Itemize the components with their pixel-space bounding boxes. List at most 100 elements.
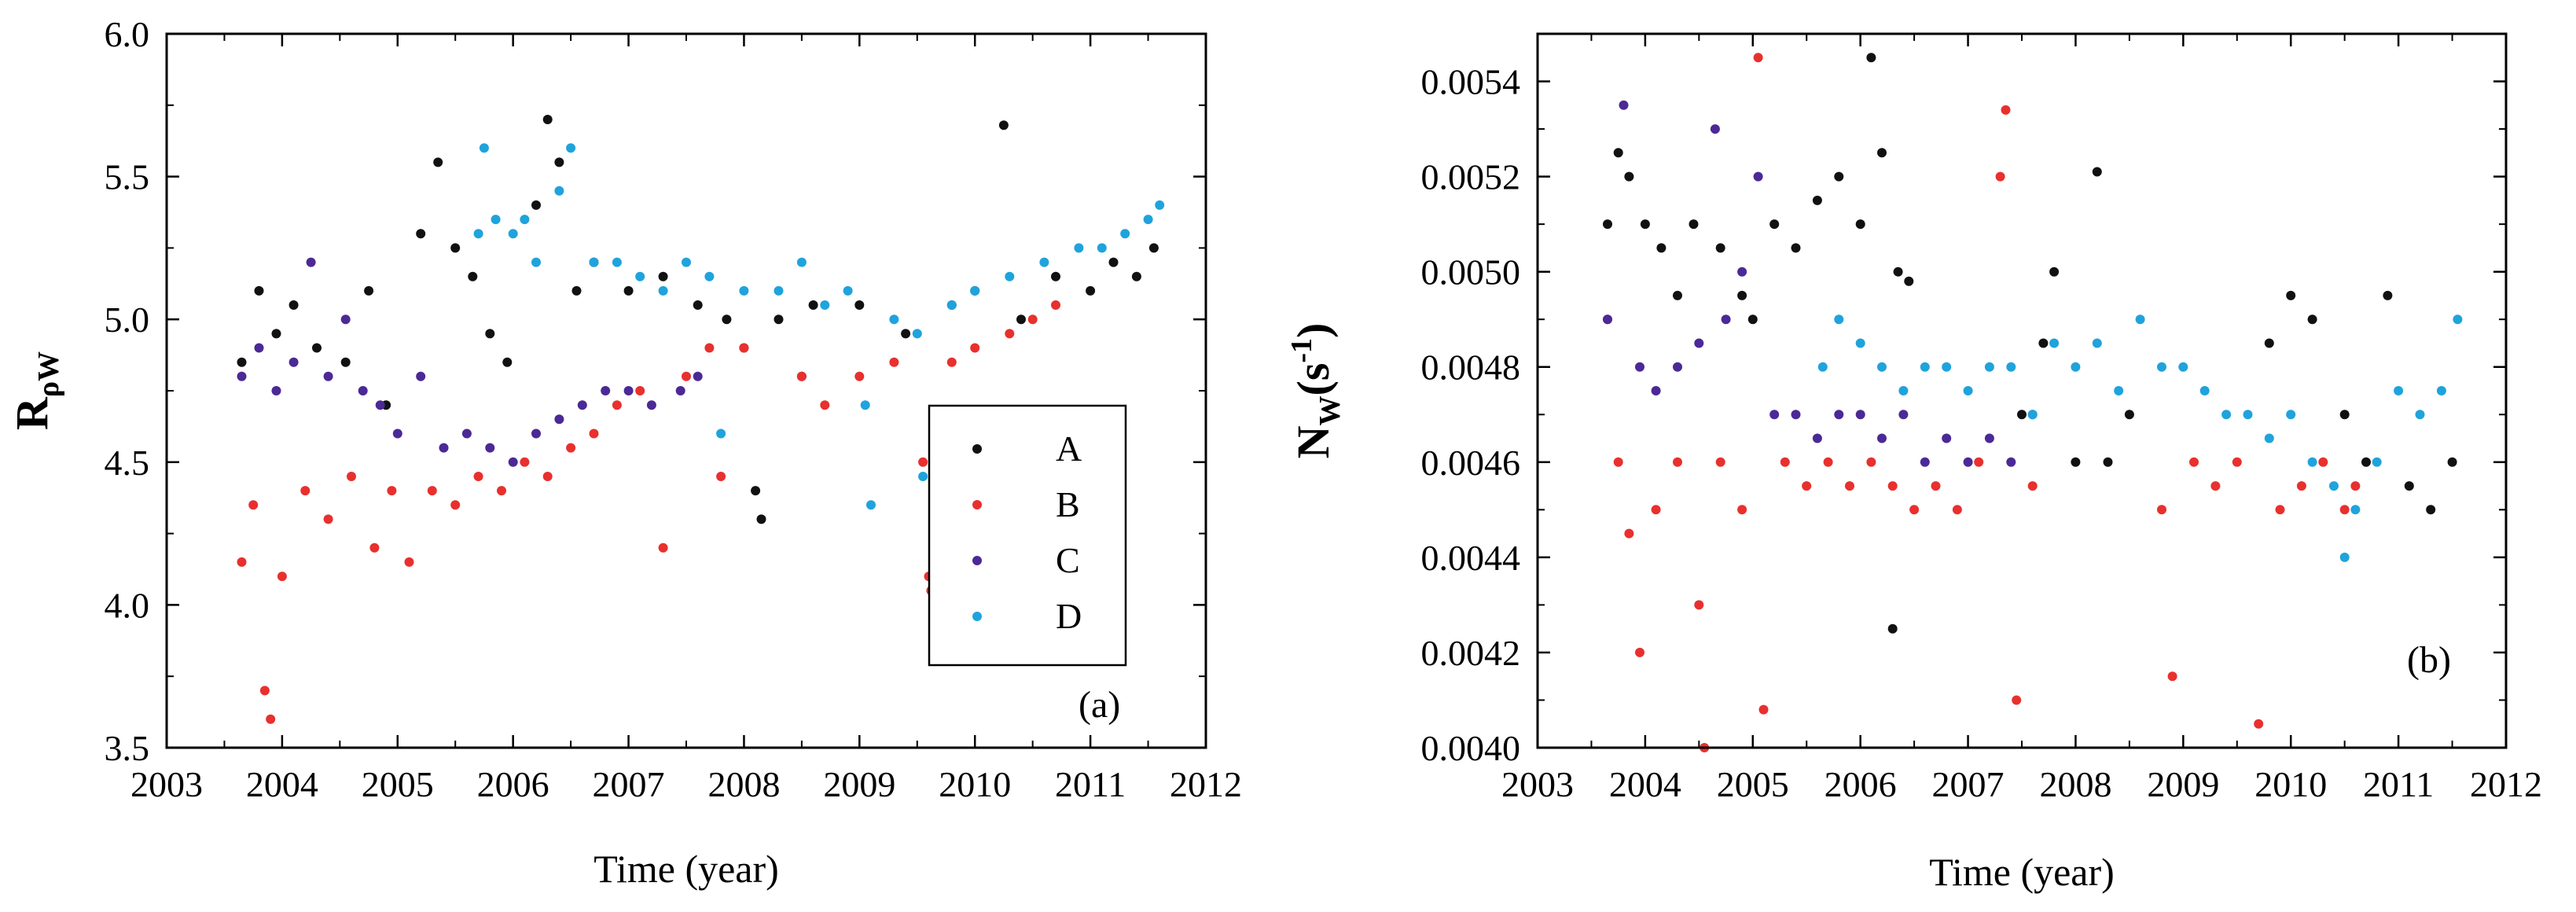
panel-a-ylabel-sub: ρW — [32, 351, 65, 397]
point-series-a — [2447, 457, 2457, 467]
point-series-a — [1866, 53, 1876, 63]
point-series-a — [2038, 338, 2049, 348]
x-tick-label: 2012 — [2470, 764, 2542, 804]
point-series-d — [866, 500, 876, 510]
point-series-a — [1148, 243, 1159, 253]
point-series-d — [508, 229, 518, 239]
point-series-d — [589, 257, 599, 267]
panel-a-xlabel: Time (year) — [593, 847, 779, 891]
y-tick-label: 0.0050 — [1421, 252, 1521, 292]
point-series-d — [1120, 229, 1130, 239]
point-series-b — [716, 472, 726, 481]
point-series-b — [589, 428, 599, 439]
point-series-a — [2017, 410, 2027, 420]
point-series-b — [2027, 481, 2038, 491]
point-series-c — [485, 443, 495, 453]
point-series-a — [1747, 314, 1758, 325]
panel-b-tick-labels: 2003 2004 2005 2006 2007 2008 2009 2010 2011 2012… — [1421, 62, 2543, 804]
y-tick-label: 0.0042 — [1421, 633, 1521, 673]
point-series-a — [2307, 314, 2317, 325]
point-series-c — [1635, 362, 1644, 372]
point-series-c — [288, 357, 299, 367]
point-series-b — [323, 514, 333, 524]
point-series-b — [1673, 457, 1682, 467]
point-series-d — [843, 285, 853, 296]
panel-b-frame — [1536, 32, 2508, 749]
point-series-b — [566, 443, 576, 453]
point-series-d — [2027, 410, 2038, 420]
point-series-b — [542, 472, 553, 481]
point-series-d — [1074, 243, 1084, 253]
x-tick-label: 2009 — [823, 764, 895, 804]
point-series-d — [2350, 505, 2361, 515]
point-series-a — [450, 243, 461, 253]
point-series-a — [1673, 290, 1682, 300]
x-tick-label: 2010 — [2254, 764, 2327, 804]
point-series-a — [1656, 243, 1666, 253]
point-series-d — [566, 143, 576, 153]
point-series-b — [946, 357, 957, 367]
point-series-a — [722, 314, 732, 325]
panel-b-ylabel-sup: -1 — [1285, 338, 1318, 363]
panel-a-ylabel-main: R — [6, 396, 57, 430]
panel-b-ylabel-main: N — [1288, 425, 1339, 458]
point-series-d — [2114, 386, 2124, 395]
point-series-d — [774, 285, 784, 296]
point-series-a — [854, 300, 865, 310]
point-series-b — [2189, 457, 2199, 467]
point-series-c — [340, 314, 351, 325]
point-series-d — [2243, 410, 2253, 420]
x-tick-label: 2010 — [939, 764, 1011, 804]
x-tick-label: 2009 — [2147, 764, 2219, 804]
point-series-b — [1952, 505, 1962, 515]
point-series-b — [1737, 505, 1747, 515]
point-series-b — [2339, 505, 2350, 515]
point-series-a — [1887, 623, 1898, 634]
x-tick-label: 2007 — [1932, 764, 2005, 804]
panel-b-ylabel: NW(s-1) — [1285, 323, 1347, 459]
point-series-a — [502, 357, 513, 367]
point-series-b — [404, 557, 414, 567]
point-series-c — [358, 386, 368, 395]
point-series-b — [1931, 481, 1941, 491]
point-series-d — [1855, 338, 1865, 348]
point-series-b — [1802, 481, 1812, 491]
point-series-c — [1769, 410, 1780, 420]
point-series-a — [658, 271, 668, 281]
point-series-b — [1753, 53, 1763, 63]
panel-a-tick-labels: 2003 2004 2005 2006 2007 2008 2009 2010 2011 2012… — [105, 14, 1243, 804]
x-tick-label: 2006 — [1825, 764, 1897, 804]
point-series-d — [682, 257, 691, 267]
point-series-c — [601, 386, 611, 395]
point-series-a — [1769, 219, 1780, 230]
point-series-a — [1791, 243, 1801, 253]
point-series-c — [1942, 433, 1952, 443]
point-series-d — [1817, 362, 1828, 372]
point-series-b — [1005, 329, 1015, 339]
x-tick-label: 2007 — [593, 764, 665, 804]
y-tick-label: 4.0 — [105, 585, 150, 625]
point-series-a — [1834, 171, 1844, 182]
panel-a-ylabel: RρW — [6, 351, 65, 430]
point-series-d — [2339, 552, 2350, 562]
point-series-b — [1887, 481, 1898, 491]
point-series-c — [1737, 267, 1747, 277]
point-series-b — [1027, 314, 1038, 325]
point-series-b — [2232, 457, 2242, 467]
panel-a-frame — [165, 32, 1207, 749]
y-tick-label: 0.0052 — [1421, 157, 1521, 197]
legend: A B C D — [928, 404, 1127, 667]
point-series-d — [820, 300, 830, 310]
point-series-c — [237, 371, 247, 381]
point-series-d — [860, 400, 870, 410]
point-series-b — [2012, 695, 2022, 705]
point-series-b — [854, 371, 865, 381]
point-series-d — [531, 257, 541, 267]
point-series-b — [300, 486, 311, 496]
y-tick-label: 0.0048 — [1421, 348, 1521, 388]
point-series-b — [259, 686, 270, 696]
x-tick-label: 2008 — [2039, 764, 2111, 804]
point-series-a — [254, 285, 264, 296]
point-series-b — [918, 457, 928, 467]
